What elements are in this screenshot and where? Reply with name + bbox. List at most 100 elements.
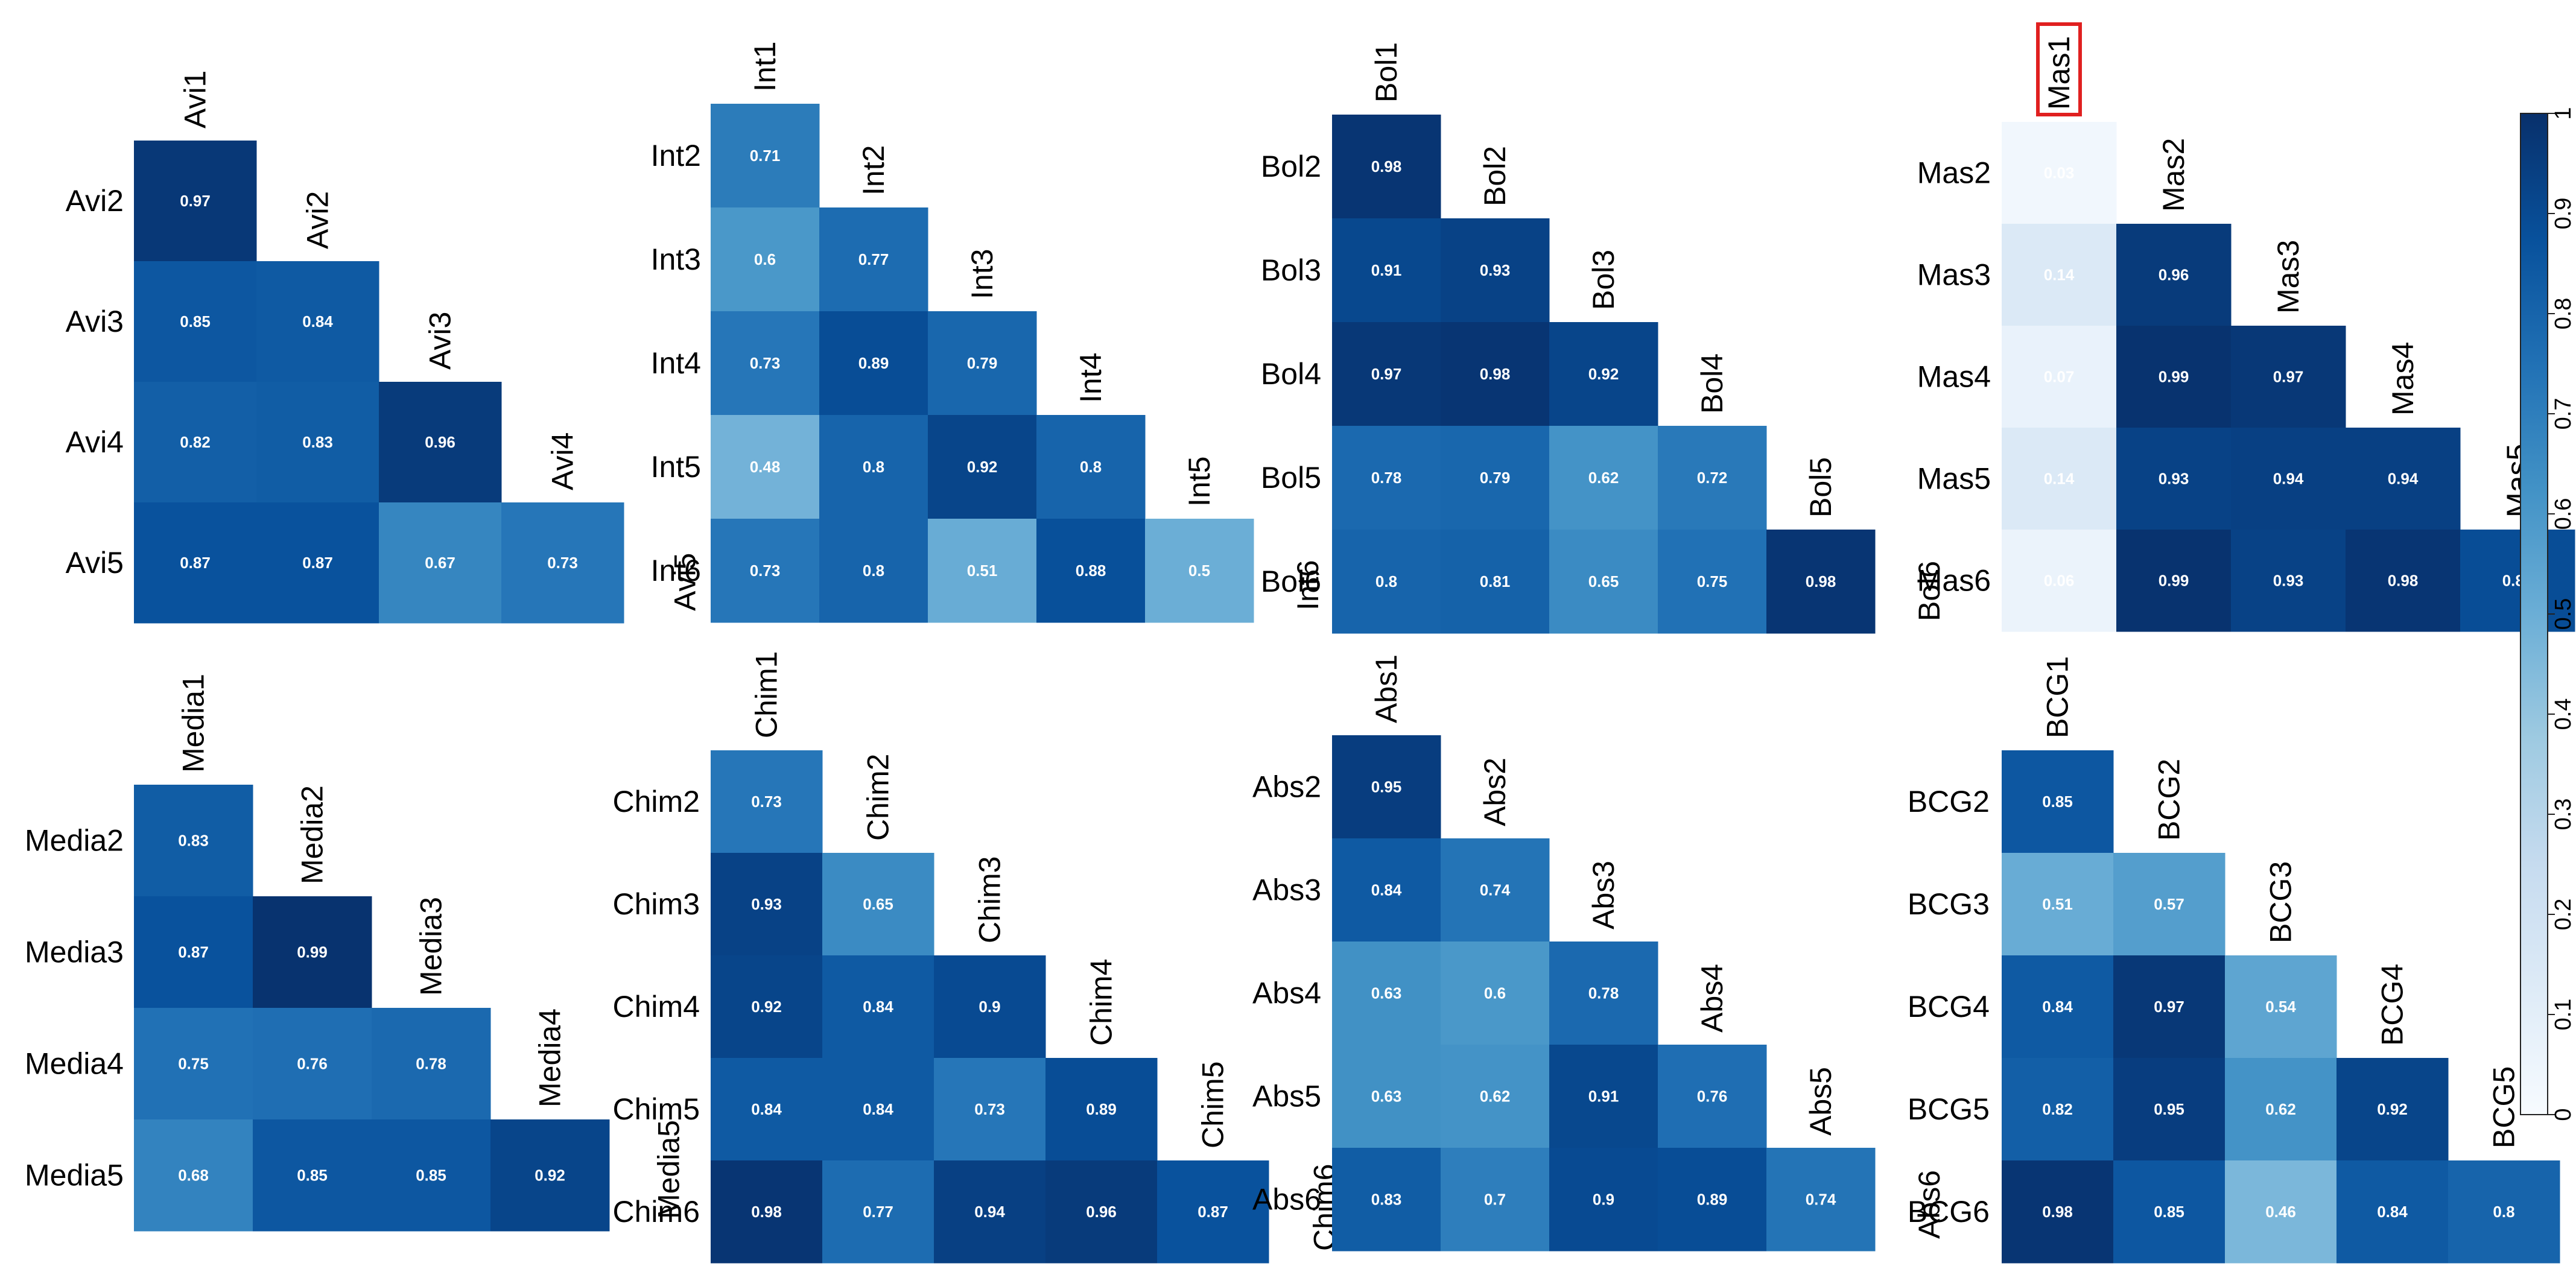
row-label: Chim6 [613, 1195, 700, 1229]
heatmap-cell [2002, 122, 2117, 224]
heatmap-cell [928, 519, 1037, 623]
cell-value-label: 0.8 [863, 562, 884, 580]
heatmap-cell [2231, 428, 2346, 530]
cell-value-label: 0.74 [1480, 881, 1511, 899]
column-label: Abs5 [1804, 1067, 1838, 1136]
row-label: Chim4 [613, 990, 700, 1024]
cell-value-label: 0.98 [2042, 1203, 2073, 1221]
cell-value-label: 0.62 [1588, 469, 1619, 487]
heatmap-cell [1658, 530, 1767, 634]
heatmap-cell [1332, 218, 1441, 323]
row-label: Avi5 [66, 546, 124, 580]
cell-value-label: 0.91 [1588, 1087, 1619, 1106]
column-label: Avi3 [424, 312, 457, 370]
cell-value-label: 0.03 [2044, 164, 2075, 182]
heatmap-cell [501, 502, 624, 624]
cell-value-label: 0.87 [180, 554, 211, 572]
cell-value-label: 0.99 [297, 943, 328, 961]
cell-value-label: 0.89 [858, 354, 889, 372]
cell-value-label: 0.57 [2154, 895, 2184, 913]
row-label: Media3 [25, 935, 124, 969]
cell-value-label: 0.07 [2044, 368, 2075, 386]
cell-value-label: 0.93 [2159, 470, 2189, 488]
heatmap-panel-2: 0.71 0.6 0.77 0.73 0.89 0.79 0.48 0.8 0.92 0.8 0.7… [651, 42, 1325, 623]
column-label: Bol4 [1695, 353, 1729, 414]
cell-value-label: 0.93 [1480, 261, 1511, 279]
column-label: Mas1 [2042, 36, 2076, 110]
row-label: Mas3 [1917, 258, 1991, 292]
heatmap-cell [2113, 955, 2225, 1059]
cell-value-label: 0.77 [858, 250, 889, 268]
column-label: Chim5 [1196, 1062, 1230, 1148]
heatmap-cell [2002, 326, 2117, 428]
row-label: Mas2 [1917, 156, 1991, 190]
heatmap-cell [1549, 530, 1658, 634]
cell-value-label: 0.84 [863, 998, 893, 1016]
cell-value-label: 0.65 [863, 895, 893, 913]
cell-value-label: 0.9 [979, 998, 1000, 1016]
cell-value-label: 0.84 [2042, 998, 2073, 1016]
cell-value-label: 0.87 [178, 943, 209, 961]
column-label: Chim4 [1085, 959, 1118, 1046]
heatmap-cell [822, 955, 934, 1059]
cell-value-label: 0.84 [863, 1100, 893, 1118]
heatmap-cell [1549, 426, 1658, 530]
column-label: Mas3 [2271, 240, 2305, 314]
heatmap-cell [134, 896, 253, 1008]
heatmap-cell [711, 1058, 823, 1161]
cell-value-label: 0.71 [750, 147, 781, 165]
cell-value-label: 0.96 [425, 433, 455, 451]
heatmap-cell [2225, 955, 2337, 1059]
row-label: Media2 [25, 824, 124, 858]
heatmap-cell [2225, 1160, 2337, 1264]
cell-value-label: 0.78 [1588, 984, 1619, 1002]
row-label: Int2 [651, 139, 701, 172]
row-label: Media5 [25, 1159, 124, 1192]
heatmap-cell [819, 207, 928, 312]
heatmap-cell [711, 519, 820, 623]
heatmap-cell [2346, 428, 2461, 530]
column-label: Int3 [965, 249, 999, 299]
cell-value-label: 0.92 [967, 458, 998, 476]
heatmap-cell [1441, 426, 1550, 530]
column-label: Media3 [414, 897, 448, 996]
colorbar-tick-label: 1 [2551, 107, 2576, 119]
colorbar-tick-label: 0.8 [2551, 298, 2576, 330]
colorbar-tick-label: 0.2 [2551, 899, 2576, 931]
row-label: Int6 [651, 554, 701, 587]
row-label: Mas4 [1917, 360, 1991, 394]
heatmap-cell [2002, 428, 2117, 530]
row-label: BCG3 [1908, 887, 1990, 921]
heatmap-cell [2116, 428, 2232, 530]
cell-value-label: 0.83 [1371, 1191, 1402, 1209]
heatmap-cell [1441, 322, 1550, 426]
heatmap-cell [934, 955, 1046, 1059]
heatmap-cell [256, 502, 379, 624]
cell-value-label: 0.14 [2044, 470, 2075, 488]
heatmap-panel-6: 0.73 0.93 0.65 0.92 0.84 0.9 0.84 0.84 0.73 0.89 0… [613, 651, 1342, 1264]
column-label: Media4 [533, 1008, 567, 1107]
cell-value-label: 0.92 [535, 1166, 565, 1185]
heatmap-cell [2116, 224, 2232, 326]
cell-value-label: 0.92 [751, 998, 782, 1016]
column-label: Media1 [177, 674, 211, 773]
row-label: BCG2 [1908, 785, 1990, 818]
cell-value-label: 0.06 [2044, 572, 2075, 590]
cell-value-label: 0.95 [2154, 1100, 2184, 1118]
heatmap-cell [2460, 530, 2575, 632]
row-label: BCG6 [1908, 1195, 1990, 1229]
heatmap-cell [1145, 519, 1254, 623]
cell-value-label: 0.94 [974, 1203, 1005, 1221]
column-label: Avi4 [546, 432, 580, 490]
column-label: Chim3 [973, 856, 1007, 943]
cell-value-label: 0.84 [302, 312, 333, 331]
heatmap-cell [711, 311, 820, 416]
heatmap-cell [1549, 1148, 1658, 1252]
row-label: Abs4 [1252, 976, 1321, 1010]
colorbar-tick-label: 0.3 [2551, 799, 2576, 831]
heatmap-cell [1549, 1045, 1658, 1148]
heatmap-cell [1658, 1148, 1767, 1252]
row-label: Int3 [651, 242, 701, 276]
heatmap-cell [819, 311, 928, 416]
cell-value-label: 0.98 [751, 1203, 782, 1221]
